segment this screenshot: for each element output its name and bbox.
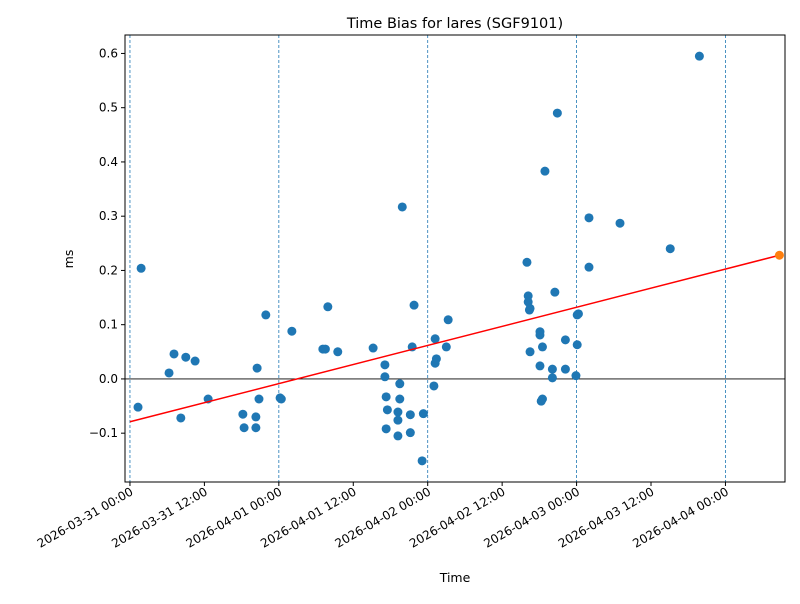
observations-point	[560, 364, 570, 374]
observations-point	[525, 347, 535, 357]
observations-point	[395, 394, 405, 404]
observations-point	[368, 343, 378, 353]
observations-point	[441, 342, 451, 352]
y-tick-label: −0.1	[89, 426, 118, 440]
observations-point	[431, 354, 441, 364]
observations-point	[540, 166, 550, 176]
observations-point	[238, 409, 248, 419]
observations-point	[552, 108, 562, 118]
y-tick-label: 0.6	[99, 46, 118, 60]
observations-point	[584, 213, 594, 223]
plot-frame	[124, 34, 786, 483]
observations-point	[393, 407, 403, 417]
observations-point	[164, 368, 174, 378]
observations-point	[252, 363, 262, 373]
observations-point	[382, 405, 392, 415]
observations-point	[405, 410, 415, 420]
observations-point	[276, 394, 286, 404]
y-tick-label: 0.1	[99, 318, 118, 332]
trend-line	[129, 254, 780, 423]
observations-point	[560, 335, 570, 345]
observations-point	[547, 364, 557, 374]
prediction-point	[774, 250, 784, 260]
observations-point	[395, 379, 405, 389]
observations-point	[381, 392, 391, 402]
observations-point	[522, 257, 532, 267]
observations-point	[397, 202, 407, 212]
observations-point	[380, 360, 390, 370]
observations-point	[537, 342, 547, 352]
observations-point	[261, 310, 271, 320]
observations-point	[665, 244, 675, 254]
observations-point	[405, 428, 415, 438]
observations-point	[381, 424, 391, 434]
observations-point	[536, 396, 546, 406]
observations-point	[254, 394, 264, 404]
x-axis-label: Time	[439, 570, 471, 585]
observations-point	[190, 356, 200, 366]
observations-point	[133, 402, 143, 412]
observations-point	[169, 349, 179, 359]
observations-point	[535, 361, 545, 371]
y-tick-label: 0.2	[99, 263, 118, 277]
observations-point	[251, 423, 261, 433]
observations-point	[694, 51, 704, 61]
observations-point	[239, 423, 249, 433]
observations-point	[333, 347, 343, 357]
y-tick-label: 0.5	[99, 101, 118, 115]
observations-point	[571, 371, 581, 381]
observations-point	[584, 262, 594, 272]
observations-point	[176, 413, 186, 423]
y-axis-label: ms	[61, 250, 76, 269]
observations-point	[393, 431, 403, 441]
observations-point	[573, 309, 583, 319]
observations-point	[181, 352, 191, 362]
y-tick-label: 0.4	[99, 155, 118, 169]
observations-point	[393, 415, 403, 425]
observations-point	[251, 412, 261, 422]
observations-point	[323, 302, 333, 312]
observations-point	[320, 344, 330, 354]
observations-point	[525, 303, 535, 313]
observations-point	[430, 334, 440, 344]
observations-point	[287, 326, 297, 336]
observations-point	[572, 340, 582, 350]
observations-point	[547, 373, 557, 383]
observations-point	[615, 218, 625, 228]
observations-point	[409, 300, 419, 310]
y-tick-label: 0.0	[99, 372, 118, 386]
observations-point	[418, 409, 428, 419]
observations-point	[550, 287, 560, 297]
observations-point	[535, 330, 545, 340]
observations-point	[136, 263, 146, 273]
observations-point	[429, 381, 439, 391]
y-tick-label: 0.3	[99, 209, 118, 223]
observations-point	[417, 456, 427, 466]
observations-point	[443, 315, 453, 325]
observations-point	[380, 372, 390, 382]
chart-title: Time Bias for lares (SGF9101)	[346, 16, 563, 32]
